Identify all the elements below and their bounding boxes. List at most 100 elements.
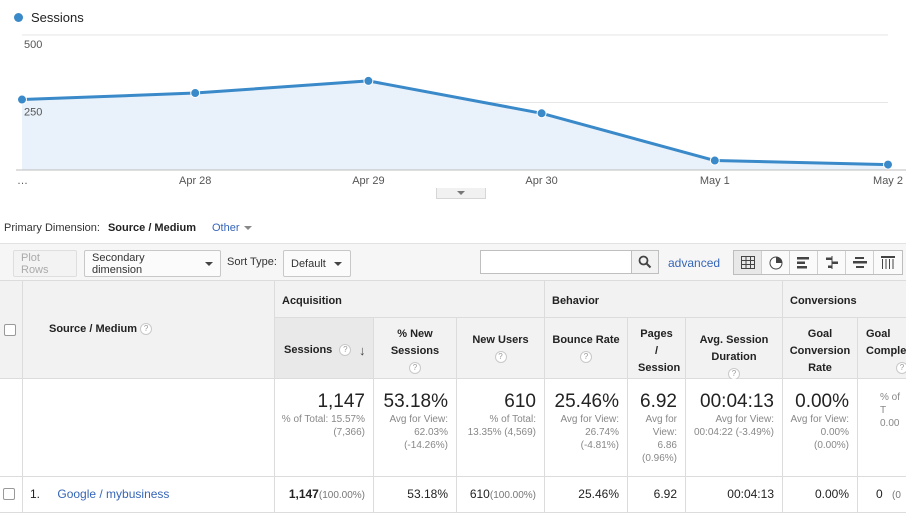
chevron-down-icon — [457, 191, 465, 195]
total-pct-new-sessions-value: 53.18% — [383, 391, 448, 412]
row-new-users-pct: (100.00%) — [489, 490, 536, 501]
goal-conversion-rate-header-label: Goal Conversion Rate — [789, 328, 851, 374]
term-cloud-view-button[interactable] — [846, 251, 874, 274]
other-dimension-dropdown[interactable]: Other — [212, 222, 252, 234]
total-sessions-value: 1,147 — [317, 391, 365, 412]
pie-view-button[interactable] — [762, 251, 790, 274]
search-button[interactable] — [632, 250, 659, 274]
row-new-users-value: 610 — [469, 487, 490, 501]
select-all-cell — [0, 281, 23, 379]
source-medium-header[interactable]: Source / Medium ? — [23, 281, 275, 379]
total-pages-session-value: 6.92 — [640, 391, 677, 412]
performance-view-button[interactable] — [790, 251, 818, 274]
new-users-header-label: New Users — [472, 334, 529, 346]
total-goal-completions-cell: % of T 0.00 — [858, 379, 906, 477]
comparison-icon — [825, 256, 838, 269]
comparison-view-button[interactable] — [818, 251, 846, 274]
pct-new-sessions-header-label: % New Sessions — [390, 328, 440, 357]
help-icon[interactable]: ? — [140, 323, 153, 336]
avg-session-duration-header[interactable]: Avg. Session Duration? — [686, 318, 783, 381]
secondary-dimension-label: Secondary dimension — [92, 251, 145, 276]
total-sessions-sub: % of Total: 15.57% (7,366) — [281, 414, 365, 438]
y-tick-label: 250 — [24, 107, 42, 119]
pages-session-header[interactable]: Pages / Session? — [628, 318, 686, 392]
new-users-header[interactable]: New Users? — [457, 318, 545, 379]
total-sessions-cell: 1,147 % of Total: 15.57% (7,366) — [275, 379, 374, 477]
source-medium-link[interactable]: Google / mybusiness — [57, 487, 170, 501]
legend-dot — [14, 13, 23, 22]
other-label: Other — [212, 222, 240, 234]
chart-expand-handle[interactable] — [436, 188, 486, 199]
report-table: Source / Medium ? Acquisition Behavior C… — [0, 281, 906, 513]
table-search-input[interactable] — [480, 250, 632, 274]
grid-icon — [740, 256, 755, 269]
table-toolbar: Plot Rows Secondary dimension Sort Type:… — [0, 243, 906, 281]
select-all-checkbox[interactable] — [4, 324, 16, 336]
help-icon[interactable]: ? — [580, 351, 592, 364]
bounce-rate-header[interactable]: Bounce Rate? — [545, 318, 628, 379]
row-sessions-pct: (100.00%) — [318, 490, 365, 501]
sort-type-dropdown[interactable]: Default — [283, 250, 351, 277]
row-bounce-rate-cell: 25.46% — [545, 477, 628, 513]
pct-new-sessions-header[interactable]: % New Sessions? — [374, 318, 457, 379]
row-checkbox[interactable] — [3, 488, 15, 500]
row-goal-completions-cell: 0 (0 — [858, 477, 906, 513]
totals-label-cell — [23, 379, 275, 477]
total-pages-session-sub: Avg for View: 6.86 (0.96%) — [641, 414, 677, 464]
total-new-users-sub: % of Total: 13.35% (4,569) — [467, 414, 536, 438]
pivot-table-icon — [881, 256, 895, 269]
help-icon[interactable]: ? — [409, 362, 421, 375]
total-bounce-rate-cell: 25.46% Avg for View: 26.74% (-4.81%) — [545, 379, 628, 477]
bar-chart-icon — [796, 256, 809, 268]
acquisition-group-header: Acquisition — [275, 281, 545, 318]
sort-descending-icon: ↓ — [359, 343, 366, 358]
conversions-group-header: Conversions — [783, 281, 906, 318]
series-line-sessions — [21, 79, 889, 167]
data-point — [536, 108, 547, 119]
total-avg-session-duration-sub: Avg for View: 00:04:22 (-3.49%) — [693, 414, 774, 438]
primary-dimension-bar: Primary Dimension: Source / Medium Other — [4, 222, 252, 234]
plot-rows-button[interactable]: Plot Rows — [13, 250, 77, 277]
total-pct-new-sessions-sub: Avg for View: 62.03% (-14.26%) — [389, 414, 448, 451]
secondary-dimension-dropdown[interactable]: Secondary dimension — [84, 250, 221, 277]
data-table-view-button[interactable] — [734, 251, 762, 274]
primary-dimension-label: Primary Dimension: — [4, 222, 100, 234]
primary-dimension-value[interactable]: Source / Medium — [107, 222, 196, 234]
goal-completions-header[interactable]: Goal Completions? — [858, 318, 906, 379]
sessions-header[interactable]: Sessions ? ↓ — [275, 318, 374, 379]
total-avg-session-duration-value: 00:04:13 — [700, 391, 774, 412]
plot-rows-label: Plot Rows — [21, 251, 49, 276]
row-avg-session-duration-cell: 00:04:13 — [686, 477, 783, 513]
row-sessions-cell: 1,147(100.00%) — [275, 477, 374, 513]
total-goal-conversion-rate-cell: 0.00% Avg for View: 0.00% (0.00%) — [783, 379, 858, 477]
data-point — [709, 155, 720, 166]
sort-type-label: Sort Type: — [227, 256, 277, 268]
pie-chart-icon — [769, 256, 782, 269]
total-bounce-rate-value: 25.46% — [554, 391, 619, 412]
sort-type-value: Default — [291, 257, 326, 270]
goal-conversion-rate-header[interactable]: Goal Conversion Rate? — [783, 318, 858, 392]
avg-session-duration-header-label: Avg. Session Duration — [699, 334, 769, 363]
total-goal-completions-sub: % of T 0.00 — [880, 392, 901, 429]
row-pages-session-cell: 6.92 — [628, 477, 686, 513]
table-view-switcher — [733, 250, 903, 275]
caret-down-icon — [205, 261, 213, 266]
row-pct-new-sessions-cell: 53.18% — [374, 477, 457, 513]
help-icon[interactable]: ? — [494, 351, 507, 364]
help-icon[interactable]: ? — [896, 362, 906, 375]
row-goal-completions-pct: (0 — [892, 490, 901, 501]
sessions-header-label: Sessions — [284, 344, 333, 356]
source-medium-header-label: Source / Medium — [49, 323, 138, 335]
row-index: 1. — [30, 487, 41, 501]
x-tick-label: Apr 29 — [352, 175, 384, 187]
advanced-filter-link[interactable]: advanced — [668, 256, 721, 270]
y-tick-label: 500 — [24, 39, 42, 51]
totals-select-cell — [0, 379, 23, 477]
caret-down-icon — [243, 226, 252, 230]
pages-session-header-label: Pages / Session — [638, 328, 681, 374]
total-bounce-rate-sub: Avg for View: 26.74% (-4.81%) — [560, 414, 619, 451]
x-tick-label: May 2 — [873, 175, 903, 187]
help-icon[interactable]: ? — [339, 344, 352, 357]
pivot-view-button[interactable] — [874, 251, 902, 274]
chart-area-fill — [22, 80, 888, 170]
